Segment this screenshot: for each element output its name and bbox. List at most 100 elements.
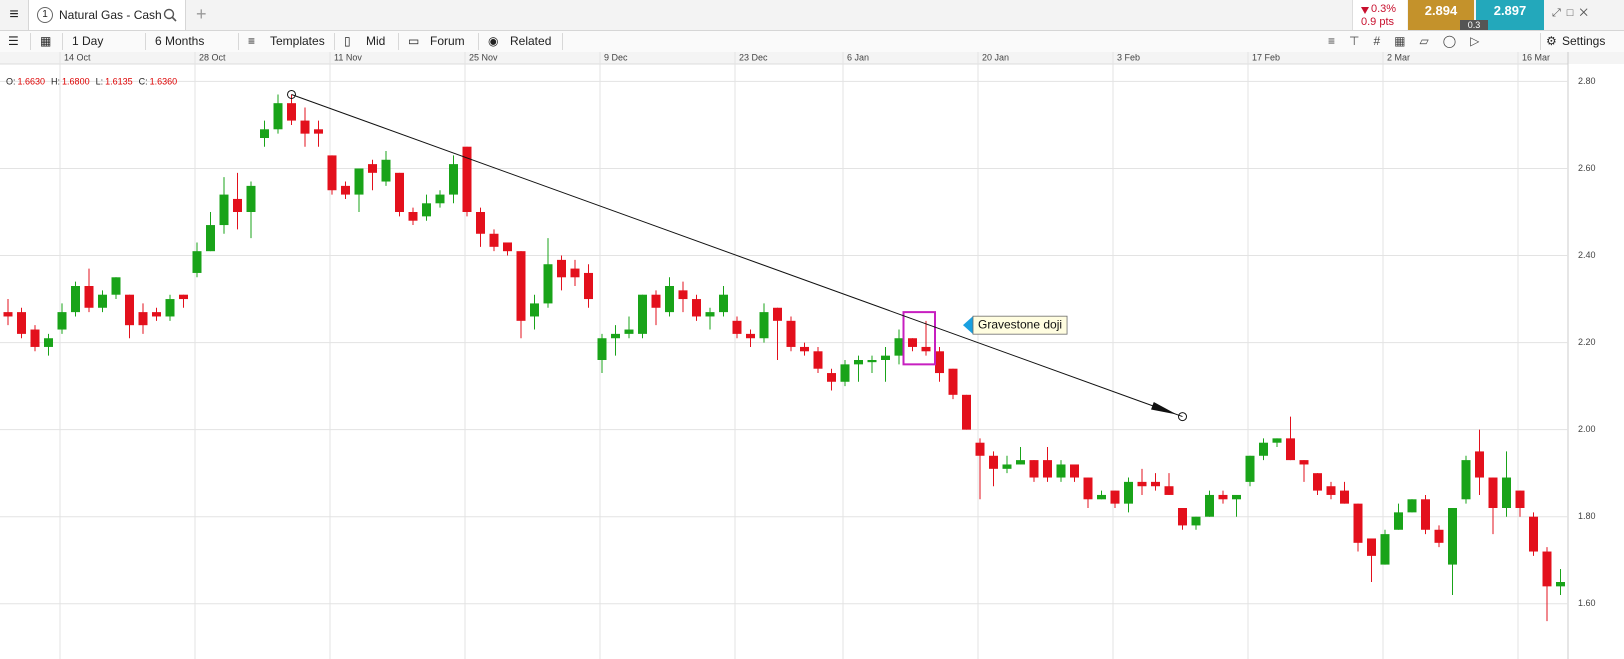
candle-body	[827, 373, 836, 382]
candle-body	[395, 172, 404, 212]
candle-body	[1313, 473, 1322, 491]
candle-body	[1556, 582, 1565, 587]
candle-body	[489, 233, 499, 247]
candle-body	[1205, 494, 1214, 517]
candle-body	[1097, 494, 1106, 500]
list-icon[interactable]: ☰	[8, 34, 19, 48]
forum-icon[interactable]: ▭	[408, 34, 420, 48]
x-tick-label: 25 Nov	[469, 52, 498, 62]
mid[interactable]: Mid	[366, 34, 386, 48]
top-bar: ≡ 1 Natural Gas - Cash + 0.3% 0.9 pts 2.…	[0, 0, 1624, 31]
spread: 0.3	[1460, 20, 1488, 30]
y-tick-label: 2.00	[1578, 424, 1596, 434]
x-tick-label: 23 Dec	[739, 52, 768, 62]
ohlc-value: 1.6800	[62, 76, 90, 86]
forum[interactable]: Forum	[430, 34, 465, 48]
ohlc-value: 1.6135	[105, 76, 133, 86]
ohlc-label: L:	[96, 76, 104, 86]
period[interactable]: 6 Months	[155, 34, 205, 48]
candle-body	[1434, 529, 1444, 543]
candle-body	[1110, 490, 1120, 504]
candle-body	[1461, 460, 1471, 500]
candle-body	[44, 338, 53, 347]
grid	[0, 52, 1568, 659]
ohlc-label: H:	[51, 76, 60, 86]
candle-body	[1056, 464, 1066, 478]
candle-body	[422, 203, 431, 217]
candle-body	[989, 455, 998, 469]
trendline	[291, 94, 1183, 418]
x-tick-label: 20 Jan	[982, 52, 1009, 62]
candle-body	[30, 329, 40, 347]
tool-icons[interactable]: ≡⊤#▦▱◯▷	[1328, 34, 1494, 48]
candle-body	[543, 264, 553, 304]
candle-body	[84, 286, 94, 308]
candle-body	[368, 164, 377, 173]
candle-body	[1502, 477, 1511, 508]
related[interactable]: Related	[510, 34, 552, 48]
candle-body	[908, 338, 917, 347]
chart: O: 1.6630 H: 1.6800 L: 1.6135 C: 1.6360 1.60 1.80…	[0, 52, 1624, 659]
candle-body	[327, 155, 337, 191]
candle-body	[813, 351, 823, 369]
candle-body	[1353, 503, 1363, 543]
candle-body	[584, 272, 593, 300]
toolbar: ☰ ▦ 1 Day 6 Months ≡ Templates ▯ Mid ▭ F…	[0, 31, 1624, 53]
candle-body	[894, 338, 904, 356]
candle-body	[840, 364, 850, 382]
candle-body	[462, 146, 472, 212]
candle-body	[1164, 486, 1174, 495]
related-icon[interactable]: ◉	[488, 34, 499, 48]
y-tick-label: 1.60	[1578, 598, 1596, 608]
candle-body	[854, 360, 863, 365]
interval[interactable]: 1 Day	[72, 34, 104, 48]
y-tick-label: 2.80	[1578, 76, 1596, 86]
candle-body	[597, 338, 607, 360]
x-tick-label: 17 Feb	[1252, 52, 1280, 62]
templates[interactable]: Templates	[270, 34, 325, 48]
candle-body	[570, 268, 580, 278]
settings-icon[interactable]: ⚙	[1546, 34, 1557, 48]
x-tick-label: 6 Jan	[847, 52, 869, 62]
date-axis-band	[0, 52, 1624, 64]
candle-body	[1259, 442, 1268, 456]
window-controls[interactable]: ⤢□✕	[1552, 7, 1594, 19]
ohlc-label: O:	[6, 76, 16, 86]
tab[interactable]: 1 Natural Gas - Cash	[29, 0, 186, 30]
candle-body	[435, 194, 445, 204]
menu-button[interactable]: ≡	[0, 0, 29, 30]
candle-body	[1542, 551, 1552, 587]
candle-body	[1083, 477, 1093, 500]
candle-body	[1529, 516, 1538, 552]
candle-body	[651, 294, 661, 308]
candle-body	[624, 329, 634, 334]
candle-body	[1286, 438, 1295, 461]
candle-body	[219, 194, 229, 226]
trendline-end	[1178, 412, 1187, 422]
candle-body	[233, 198, 242, 212]
candle-body	[719, 294, 728, 313]
candle-body	[341, 185, 350, 195]
candle-body	[138, 312, 148, 326]
tab-number: 1	[37, 7, 53, 23]
x-tick-label: 9 Dec	[604, 52, 628, 62]
settings[interactable]: Settings	[1562, 34, 1606, 48]
candle-body	[665, 286, 674, 313]
candle-body	[1232, 494, 1241, 500]
ohlc-value: 1.6360	[150, 76, 178, 86]
candle-body	[449, 164, 458, 195]
candle-body	[948, 368, 958, 395]
add-tab[interactable]: +	[196, 4, 207, 24]
layout-icon[interactable]: ▦	[40, 34, 52, 48]
candle-body	[1124, 481, 1133, 504]
annotation-text: Gravestone doji	[978, 317, 1062, 331]
candle-body	[17, 312, 26, 334]
candle-body	[260, 129, 269, 138]
search-icon[interactable]	[163, 8, 177, 22]
templates-icon[interactable]: ≡	[248, 34, 256, 48]
down-arrow	[1361, 7, 1369, 14]
candle-body	[1340, 490, 1349, 504]
change-pts: 0.9 pts	[1361, 16, 1395, 28]
mid-icon[interactable]: ▯	[344, 34, 351, 48]
change-pct: 0.3%	[1371, 3, 1397, 15]
